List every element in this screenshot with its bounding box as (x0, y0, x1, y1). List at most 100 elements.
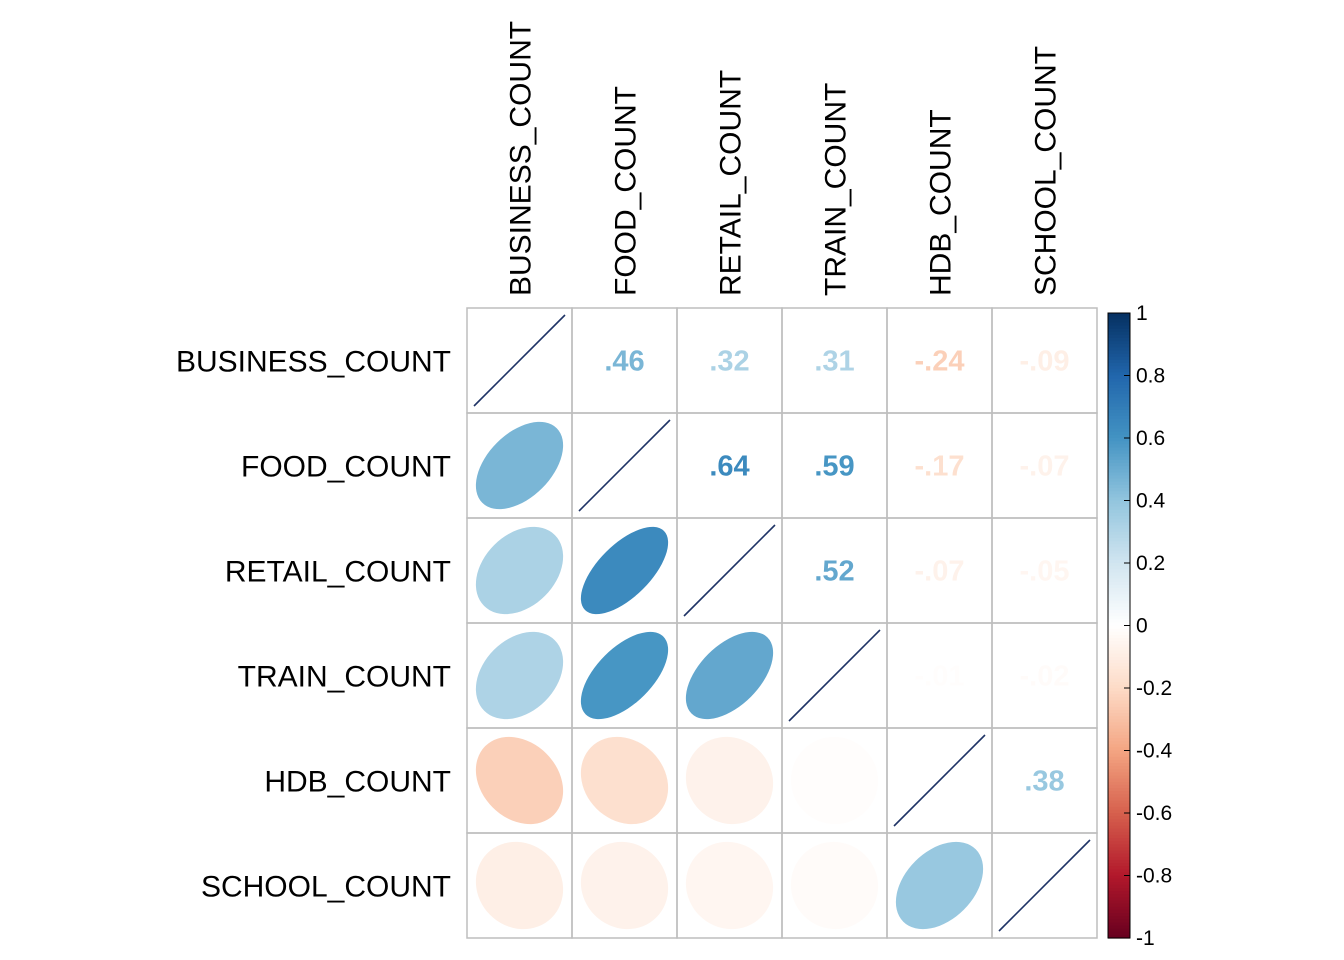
colorbar-segment (1108, 353, 1130, 358)
colorbar-segment (1108, 853, 1130, 858)
colorbar-segment (1108, 731, 1130, 736)
row-label-hdb-count: HDB_COUNT (264, 766, 451, 799)
row-label-business-count: BUSINESS_COUNT (176, 346, 451, 379)
colorbar-segment (1108, 347, 1130, 352)
row-label-train-count: TRAIN_COUNT (238, 661, 451, 694)
colorbar-segment (1108, 338, 1130, 342)
colorbar-segment (1108, 684, 1130, 689)
colorbar-segment (1108, 525, 1130, 530)
colorbar-segment (1108, 413, 1130, 417)
colorbar-tick-label: 0.6 (1136, 427, 1165, 450)
colorbar-tick-label: -0.8 (1136, 865, 1172, 888)
colorbar-segment (1108, 334, 1130, 339)
colorbar-segment (1108, 706, 1130, 711)
colorbar-segment (1108, 875, 1130, 880)
colorbar-segment (1108, 406, 1130, 411)
colorbar-segment (1108, 656, 1130, 661)
colorbar-tick-label: 0.4 (1136, 490, 1166, 513)
colorbar: 1 0.8 0.6 0.4 0.2 0 -0.2 -0.4 -0.6 -0.8 -1 (1107, 302, 1173, 950)
correlation-ellipse (790, 841, 879, 930)
colorbar-segment (1108, 838, 1130, 842)
colorbar-segment (1108, 319, 1130, 323)
colorbar-segment (1108, 928, 1130, 933)
colorbar-segment (1108, 859, 1130, 864)
colorbar-segment (1108, 688, 1130, 692)
colorbar-segment (1108, 863, 1130, 867)
colorbar-segment (1108, 531, 1130, 536)
colorbar-tick-label: -0.4 (1136, 740, 1173, 763)
colorbar-segment (1108, 766, 1130, 770)
colorbar-segment (1108, 613, 1130, 617)
colorbar-segment (1108, 709, 1130, 714)
colorbar-tick-label: 0.2 (1136, 552, 1165, 575)
colorbar-segment (1108, 344, 1130, 348)
colorbar-segment (1108, 491, 1130, 495)
colorbar-segment (1108, 425, 1130, 430)
correlation-value: -.05 (1020, 556, 1070, 588)
column-labels: BUSINESS_COUNT FOOD_COUNT RETAIL_COUNT TRAI… (505, 21, 1063, 296)
colorbar-segment (1108, 328, 1130, 333)
colorbar-segment (1108, 831, 1130, 836)
colorbar-segment (1108, 519, 1130, 523)
colorbar-segment (1108, 719, 1130, 723)
colorbar-segment (1108, 444, 1130, 448)
colorbar-segment (1108, 919, 1130, 923)
colorbar-segment (1108, 647, 1130, 652)
colorbar-segment (1108, 806, 1130, 811)
correlation-value: -.01 (915, 661, 965, 693)
colorbar-segment (1108, 841, 1130, 845)
colorbar-segment (1108, 447, 1130, 452)
colorbar-segment (1108, 478, 1130, 483)
colorbar-segment (1108, 788, 1130, 792)
colorbar-segment (1108, 772, 1130, 777)
colorbar-segment (1108, 584, 1130, 589)
colorbar-segment (1108, 588, 1130, 592)
colorbar-segment (1108, 894, 1130, 898)
colorbar-segment (1108, 538, 1130, 542)
colorbar-segment (1108, 869, 1130, 873)
colorbar-segment (1108, 713, 1130, 717)
colorbar-segment (1108, 722, 1130, 727)
colorbar-segment (1108, 419, 1130, 423)
colorbar-segment (1108, 497, 1130, 502)
correlation-ellipse (580, 526, 669, 615)
correlation-value: -.02 (1020, 661, 1070, 693)
colorbar-segment (1108, 778, 1130, 783)
diagonal-line-train-count (788, 629, 881, 722)
colorbar-segment (1108, 803, 1130, 808)
colorbar-segment (1108, 456, 1130, 461)
colorbar-segment (1108, 747, 1130, 752)
colorbar-segment (1108, 341, 1130, 345)
colorbar-segment (1108, 563, 1130, 567)
colorbar-segment (1108, 659, 1130, 664)
colorbar-segment (1108, 609, 1130, 614)
correlation-value: -.09 (1020, 346, 1070, 378)
correlation-ellipse (475, 631, 564, 720)
colorbar-segment (1108, 625, 1130, 630)
colorbar-segment (1108, 725, 1130, 730)
correlation-value: -.24 (915, 346, 965, 378)
colorbar-segment (1108, 541, 1130, 545)
colorbar-segment (1108, 566, 1130, 570)
correlation-ellipse (685, 841, 774, 930)
colorbar-segment (1108, 663, 1130, 667)
colorbar-segment (1108, 553, 1130, 558)
colorbar-segment (1108, 325, 1130, 330)
colorbar-segment (1108, 903, 1130, 908)
colorbar-segment (1108, 900, 1130, 905)
colorbar-segment (1108, 600, 1130, 605)
correlation-ellipse (475, 421, 564, 510)
colorbar-segment (1108, 475, 1130, 480)
correlation-value: .46 (604, 346, 644, 378)
colorbar-segment (1108, 850, 1130, 855)
colorbar-segment (1108, 825, 1130, 830)
colorbar-segment (1108, 384, 1130, 389)
colorbar-segment (1108, 381, 1130, 386)
colorbar-tick-label: -0.2 (1136, 677, 1172, 700)
colorbar-segment (1108, 403, 1130, 408)
colorbar-segment (1108, 913, 1130, 917)
colorbar-segment (1108, 559, 1130, 564)
colorbar-segment (1108, 606, 1130, 611)
colorbar-segment (1108, 513, 1130, 517)
